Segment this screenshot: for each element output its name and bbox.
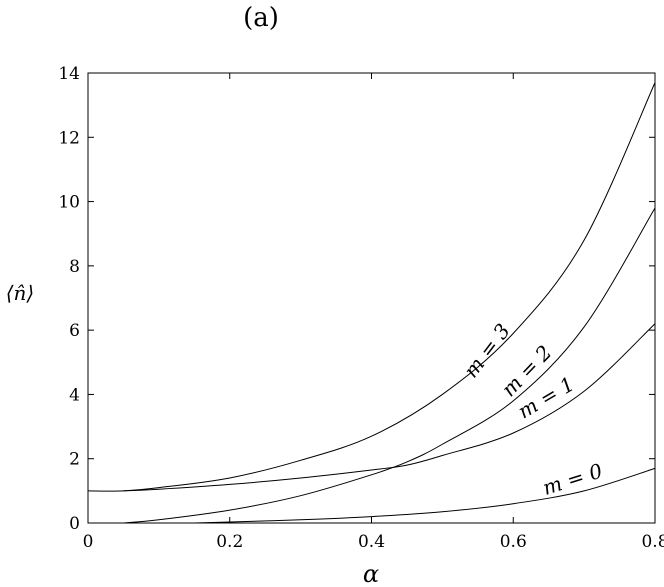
y-tick-label: 12	[58, 128, 80, 148]
x-axis: 0 0.2 0.4 0.6 0.8	[83, 73, 664, 552]
panel-label: (a)	[243, 3, 279, 33]
x-tick-label: 0.6	[500, 532, 527, 552]
y-tick-label: 10	[58, 193, 80, 213]
x-axis-label: α	[363, 560, 379, 587]
series-label-m3: m = 3	[459, 319, 515, 382]
x-tick-label: 0.2	[216, 532, 243, 552]
plot-frame	[87, 72, 656, 524]
y-tick-label: 2	[69, 450, 80, 470]
series-line-m3	[87, 82, 656, 492]
y-axis-label: ⟨n̂⟩	[6, 281, 35, 305]
series-line-m0	[194, 467, 656, 524]
y-axis: 0 2 4 6 8 10 12 14	[58, 64, 655, 534]
x-tick-label: 0	[83, 532, 94, 552]
series-line-m2	[123, 207, 656, 524]
y-tick-label: 14	[58, 64, 80, 84]
y-tick-label: 8	[69, 257, 80, 277]
x-tick-label: 0.4	[358, 532, 385, 552]
series-labels: m = 0m = 1m = 2m = 3	[459, 319, 606, 500]
y-tick-label: 0	[69, 514, 80, 534]
x-tick-label: 0.8	[641, 532, 664, 552]
y-tick-label: 4	[69, 385, 80, 405]
series-group	[87, 82, 656, 524]
y-tick-label: 6	[69, 321, 80, 341]
